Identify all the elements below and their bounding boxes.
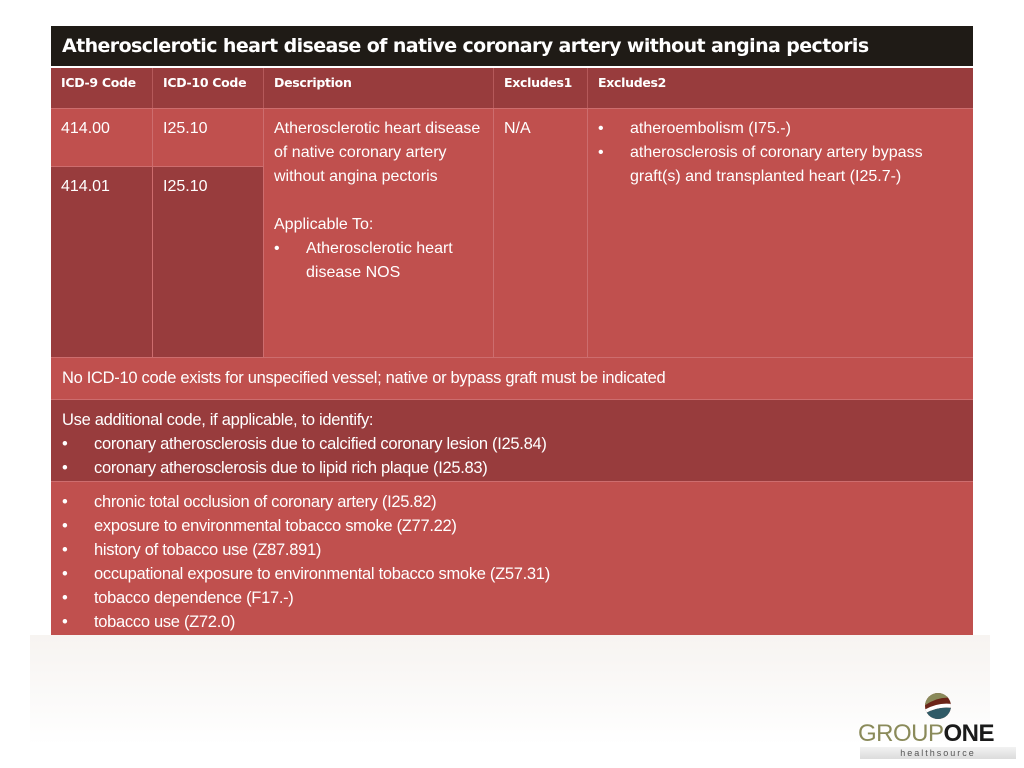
groupone-logo: GROUPONE healthsource [858,690,1016,760]
additional-codes-light: chronic total occlusion of coronary arte… [51,481,973,635]
excludes1-cell: N/A [494,108,588,357]
additional-item: tobacco use (Z72.0) [62,610,973,634]
row1-icd10: I25.10 [153,108,264,166]
description-cell: Atherosclerotic heart disease of native … [264,108,494,357]
additional-item: chronic total occlusion of coronary arte… [62,490,973,514]
row1-icd9: 414.00 [51,108,153,166]
additional-item: coronary atherosclerosis due to calcifie… [62,432,973,456]
globe-swoosh-icon [925,693,951,719]
note-row: No ICD-10 code exists for unspecified ve… [51,357,973,399]
additional-item: history of tobacco use (Z87.891) [62,538,973,562]
header-excludes2: Excludes2 [588,68,973,108]
additional-item: coronary atherosclerosis due to lipid ri… [62,456,973,480]
excludes2-cell: atheroembolism (I75.-) atherosclerosis o… [588,108,973,357]
logo-tagline: healthsource [860,747,1016,759]
additional-item: exposure to environmental tobacco smoke … [62,514,973,538]
header-description: Description [264,68,494,108]
row2-icd9: 414.01 [51,166,153,357]
applicable-label: Applicable To: [274,216,374,233]
additional-item: occupational exposure to environmental t… [62,562,973,586]
excludes2-item: atheroembolism (I75.-) [598,117,953,141]
additional-item: tobacco dependence (F17.-) [62,586,973,610]
additional-codes-dark: Use additional code, if applicable, to i… [51,399,973,481]
excludes2-item: atherosclerosis of coronary artery bypas… [598,141,953,189]
header-icd9: ICD-9 Code [51,68,153,108]
description-text: Atherosclerotic heart disease of native … [274,120,481,185]
row2-icd10: I25.10 [153,166,264,357]
additional-intro: Use additional code, if applicable, to i… [62,411,374,429]
header-excludes1: Excludes1 [494,68,588,108]
logo-wordmark: GROUPONE [858,720,995,747]
applicable-item: Atherosclerotic heart disease NOS [274,237,483,285]
background-shadow [30,635,990,745]
header-icd10: ICD-10 Code [153,68,264,108]
page-title: Atherosclerotic heart disease of native … [51,26,973,66]
